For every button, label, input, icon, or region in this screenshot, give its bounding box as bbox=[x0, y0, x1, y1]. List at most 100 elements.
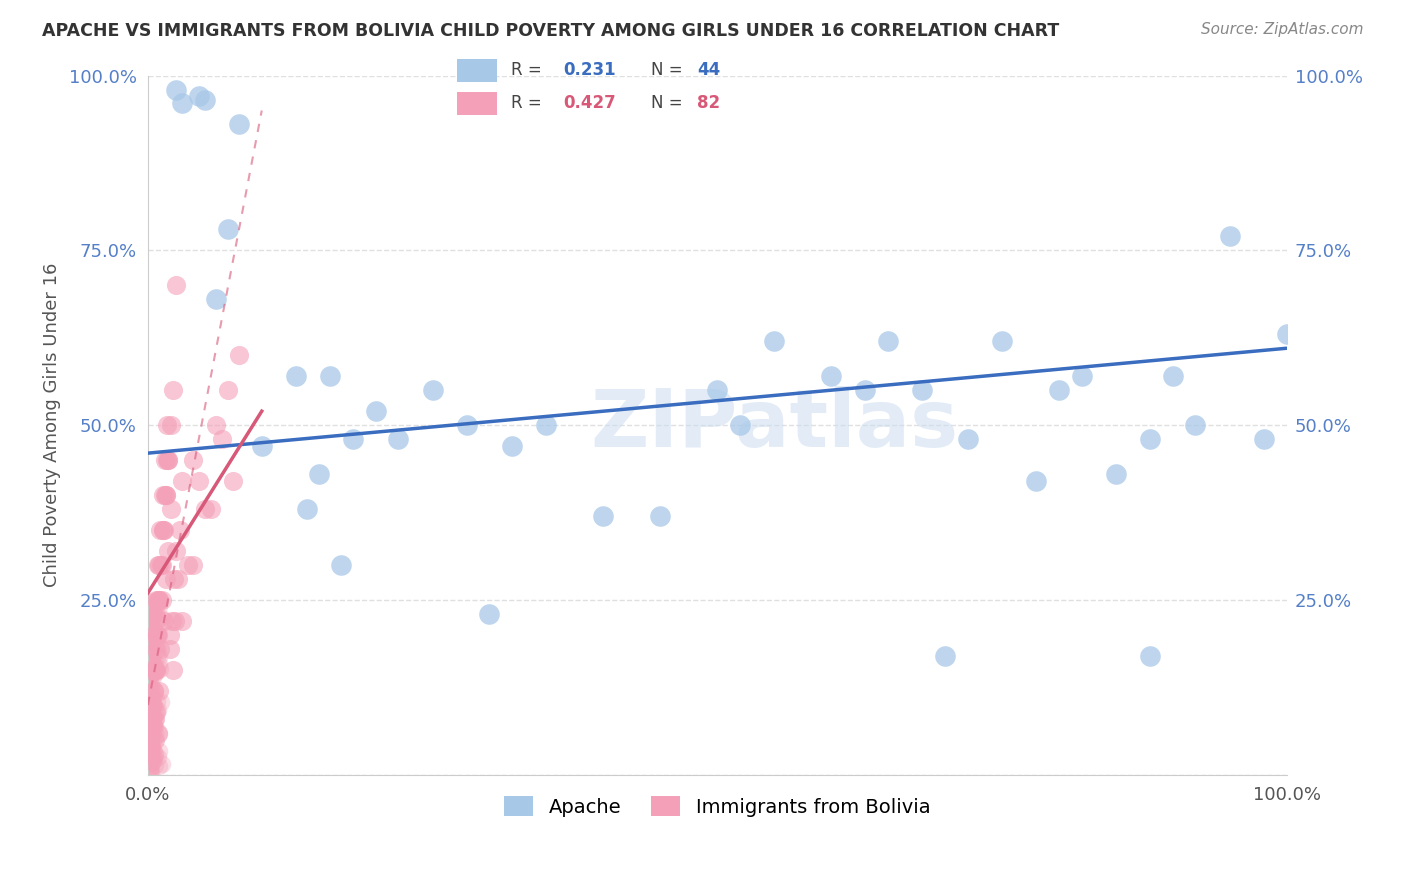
FancyBboxPatch shape bbox=[457, 59, 496, 82]
Point bbox=[165, 544, 187, 558]
Text: 82: 82 bbox=[697, 94, 720, 112]
Point bbox=[205, 293, 228, 307]
Point bbox=[148, 727, 170, 741]
Point bbox=[139, 703, 162, 717]
Point bbox=[143, 712, 166, 726]
FancyBboxPatch shape bbox=[457, 92, 496, 115]
Point bbox=[141, 638, 163, 652]
Point bbox=[150, 757, 173, 772]
Point bbox=[143, 663, 166, 677]
Point bbox=[141, 756, 163, 770]
Point bbox=[139, 598, 162, 612]
Legend: Apache, Immigrants from Bolivia: Apache, Immigrants from Bolivia bbox=[496, 789, 938, 824]
Point bbox=[141, 747, 163, 761]
Text: 44: 44 bbox=[697, 61, 721, 78]
Point bbox=[141, 650, 163, 665]
Text: N =: N = bbox=[651, 94, 682, 112]
Point bbox=[153, 614, 176, 628]
Point bbox=[1105, 467, 1128, 482]
Text: R =: R = bbox=[510, 61, 541, 78]
Point bbox=[146, 749, 169, 764]
Point bbox=[155, 488, 177, 502]
Point bbox=[138, 761, 160, 775]
Point bbox=[1025, 474, 1047, 488]
Point bbox=[139, 689, 162, 703]
Point bbox=[142, 595, 165, 609]
Text: Source: ZipAtlas.com: Source: ZipAtlas.com bbox=[1201, 22, 1364, 37]
Point bbox=[138, 705, 160, 719]
Point bbox=[143, 622, 166, 636]
Point bbox=[145, 664, 167, 678]
Point bbox=[141, 655, 163, 669]
Point bbox=[138, 640, 160, 654]
Point bbox=[138, 739, 160, 754]
Point bbox=[142, 663, 165, 677]
Point bbox=[152, 488, 174, 502]
Point bbox=[853, 383, 876, 397]
Point bbox=[456, 418, 478, 433]
Point bbox=[139, 612, 162, 626]
Point bbox=[1253, 432, 1275, 446]
Point bbox=[141, 654, 163, 668]
Point bbox=[163, 572, 186, 586]
Point bbox=[150, 593, 173, 607]
Point bbox=[991, 334, 1014, 349]
Point bbox=[139, 670, 162, 684]
Point bbox=[143, 712, 166, 726]
Point bbox=[150, 558, 173, 572]
Point bbox=[145, 706, 167, 720]
Text: ZIPatlas: ZIPatlas bbox=[591, 386, 959, 464]
Point bbox=[139, 726, 162, 740]
Point bbox=[159, 502, 181, 516]
Point bbox=[1161, 369, 1184, 384]
Point bbox=[142, 719, 165, 733]
Point bbox=[136, 701, 159, 715]
Point bbox=[139, 739, 162, 754]
Y-axis label: Child Poverty Among Girls Under 16: Child Poverty Among Girls Under 16 bbox=[44, 263, 60, 587]
Point bbox=[143, 663, 166, 677]
Point bbox=[211, 432, 233, 446]
Point bbox=[142, 607, 165, 621]
Point bbox=[141, 714, 163, 728]
Point bbox=[141, 712, 163, 726]
Point bbox=[138, 724, 160, 739]
Point bbox=[146, 611, 169, 625]
Point bbox=[138, 723, 160, 737]
Point bbox=[149, 642, 172, 657]
Point bbox=[139, 611, 162, 625]
Point bbox=[200, 502, 222, 516]
Point bbox=[536, 418, 558, 433]
Point bbox=[142, 684, 165, 698]
Point bbox=[146, 593, 169, 607]
Point bbox=[139, 752, 162, 766]
Point bbox=[145, 615, 167, 629]
Point bbox=[142, 600, 165, 615]
Point bbox=[139, 764, 162, 778]
Point bbox=[148, 593, 170, 607]
Point bbox=[149, 662, 172, 676]
Point bbox=[217, 222, 239, 236]
Point bbox=[170, 614, 193, 628]
Point bbox=[250, 439, 273, 453]
Point bbox=[142, 717, 165, 731]
Point bbox=[763, 334, 786, 349]
Point bbox=[145, 606, 167, 620]
Point bbox=[183, 558, 205, 572]
Point bbox=[138, 747, 160, 761]
Point bbox=[159, 642, 181, 657]
Point bbox=[217, 383, 239, 397]
Point bbox=[139, 712, 162, 726]
Point bbox=[141, 698, 163, 712]
Point bbox=[139, 620, 162, 634]
Point bbox=[142, 628, 165, 642]
Point bbox=[205, 418, 228, 433]
Point bbox=[148, 650, 170, 665]
Point bbox=[188, 89, 211, 103]
Point bbox=[143, 684, 166, 698]
Point bbox=[138, 602, 160, 616]
Text: R =: R = bbox=[510, 94, 541, 112]
Point bbox=[142, 719, 165, 733]
Point bbox=[142, 750, 165, 764]
Point bbox=[141, 643, 163, 657]
Point bbox=[136, 594, 159, 608]
